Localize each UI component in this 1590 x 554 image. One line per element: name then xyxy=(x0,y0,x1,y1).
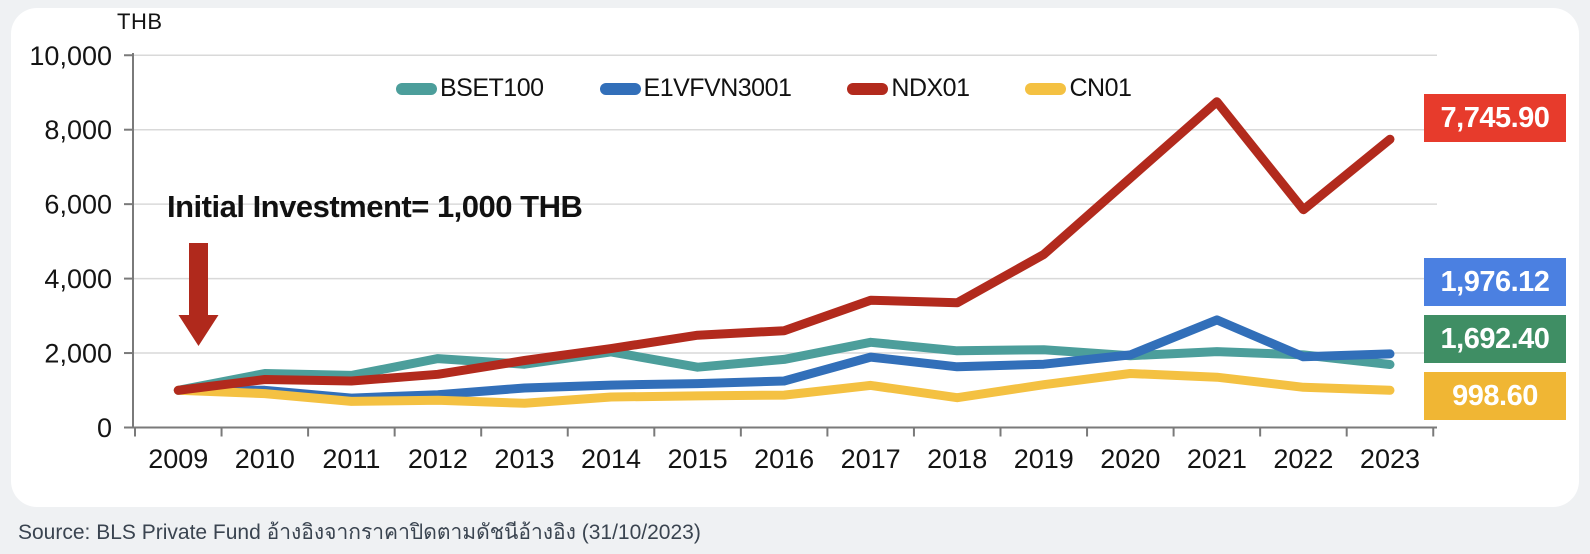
legend-swatch-icon xyxy=(847,82,889,95)
final-value-badge-cn01: 998.60 xyxy=(1424,372,1566,420)
final-value-badge-ndx01: 7,745.90 xyxy=(1424,94,1566,142)
legend-item-bset100: BSET100 xyxy=(396,74,544,103)
final-value-badge-e1vfvn3001: 1,976.12 xyxy=(1424,258,1566,306)
legend-item-e1vfvn3001: E1VFVN3001 xyxy=(599,74,792,103)
legend-label: E1VFVN3001 xyxy=(643,74,792,102)
legend-item-ndx01: NDX01 xyxy=(847,74,970,103)
legend-swatch-icon xyxy=(396,82,437,95)
legend-label: NDX01 xyxy=(891,74,970,102)
legend-label: CN01 xyxy=(1069,74,1132,102)
chart-legend: BSET100 E1VFVN3001 NDX01 CN01 xyxy=(396,74,1132,103)
legend-swatch-icon xyxy=(599,82,641,95)
legend-swatch-icon xyxy=(1025,82,1067,95)
final-value-badge-bset100: 1,692.40 xyxy=(1424,315,1566,363)
initial-investment-annotation: Initial Investment= 1,000 THB xyxy=(167,189,583,224)
legend-item-cn01: CN01 xyxy=(1025,74,1132,103)
legend-label: BSET100 xyxy=(440,74,544,102)
source-attribution: Source: BLS Private Fund อ้างอิงจากราคาป… xyxy=(18,521,701,544)
y-axis-unit-label: THB xyxy=(117,9,163,34)
